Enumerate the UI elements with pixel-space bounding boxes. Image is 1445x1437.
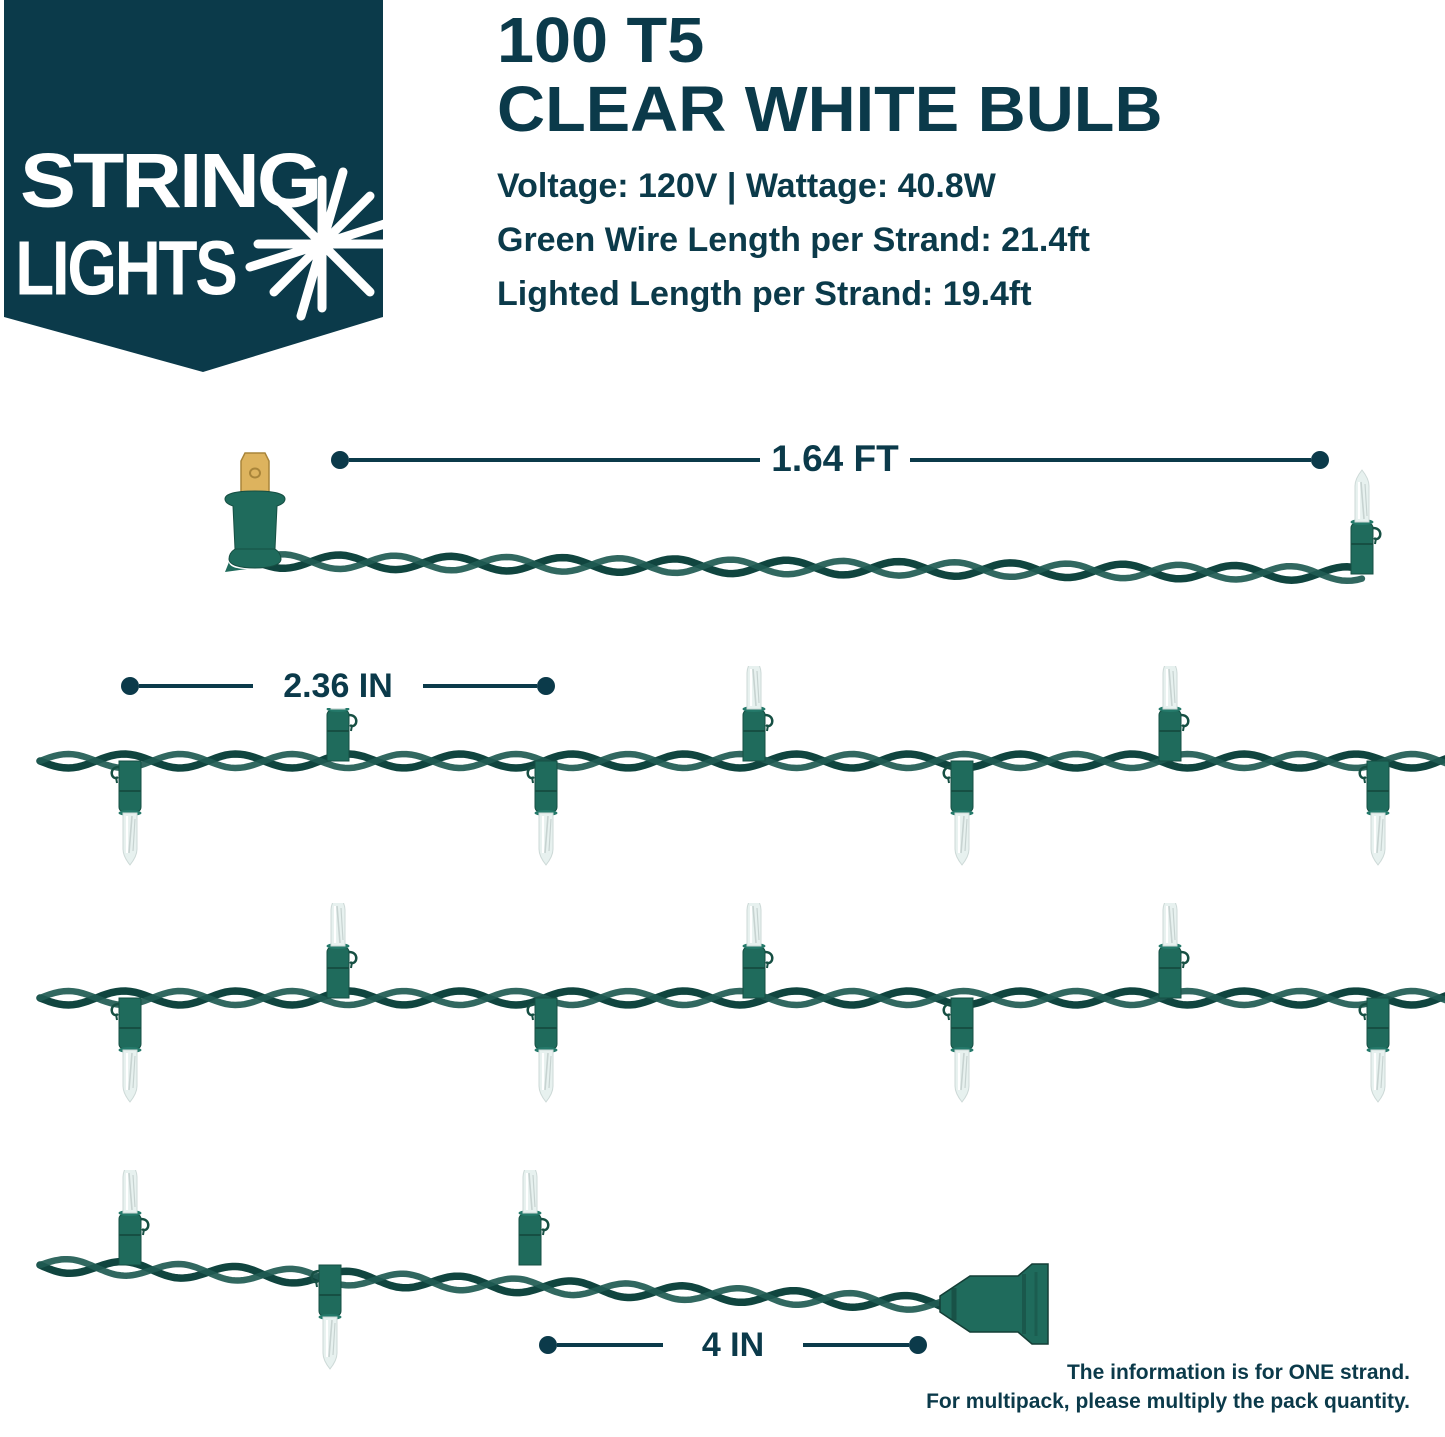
svg-text:2.36 IN: 2.36 IN — [283, 667, 393, 705]
svg-text:STRING: STRING — [20, 138, 319, 224]
svg-text:LIGHTS: LIGHTS — [15, 226, 236, 312]
svg-text:1.64 FT: 1.64 FT — [771, 438, 899, 479]
